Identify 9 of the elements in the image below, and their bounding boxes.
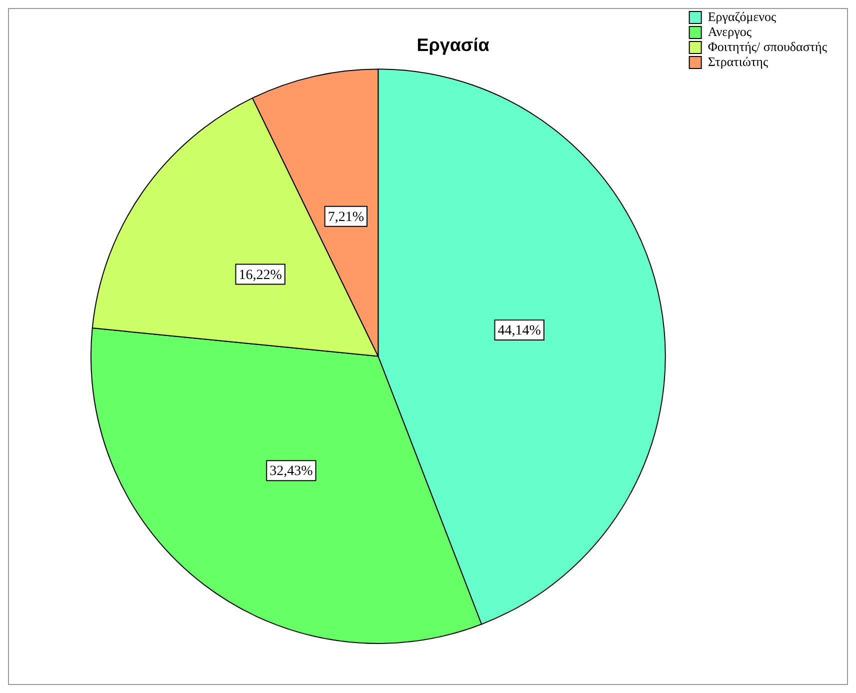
- text: Εργασία: [416, 34, 490, 55]
- legend-label: Εργαζόμενος: [708, 8, 778, 24]
- data-label: 16,22%: [238, 268, 282, 283]
- data-label: 44,14%: [498, 324, 542, 339]
- legend-label: Ανεργος: [708, 24, 752, 39]
- data-label: 7,21%: [328, 210, 364, 226]
- data-label: 32,43%: [270, 464, 314, 480]
- legend-label: Στρατιώτης: [708, 54, 769, 69]
- legend-label: Φοιτητής/ σπουδαστής: [708, 38, 828, 54]
